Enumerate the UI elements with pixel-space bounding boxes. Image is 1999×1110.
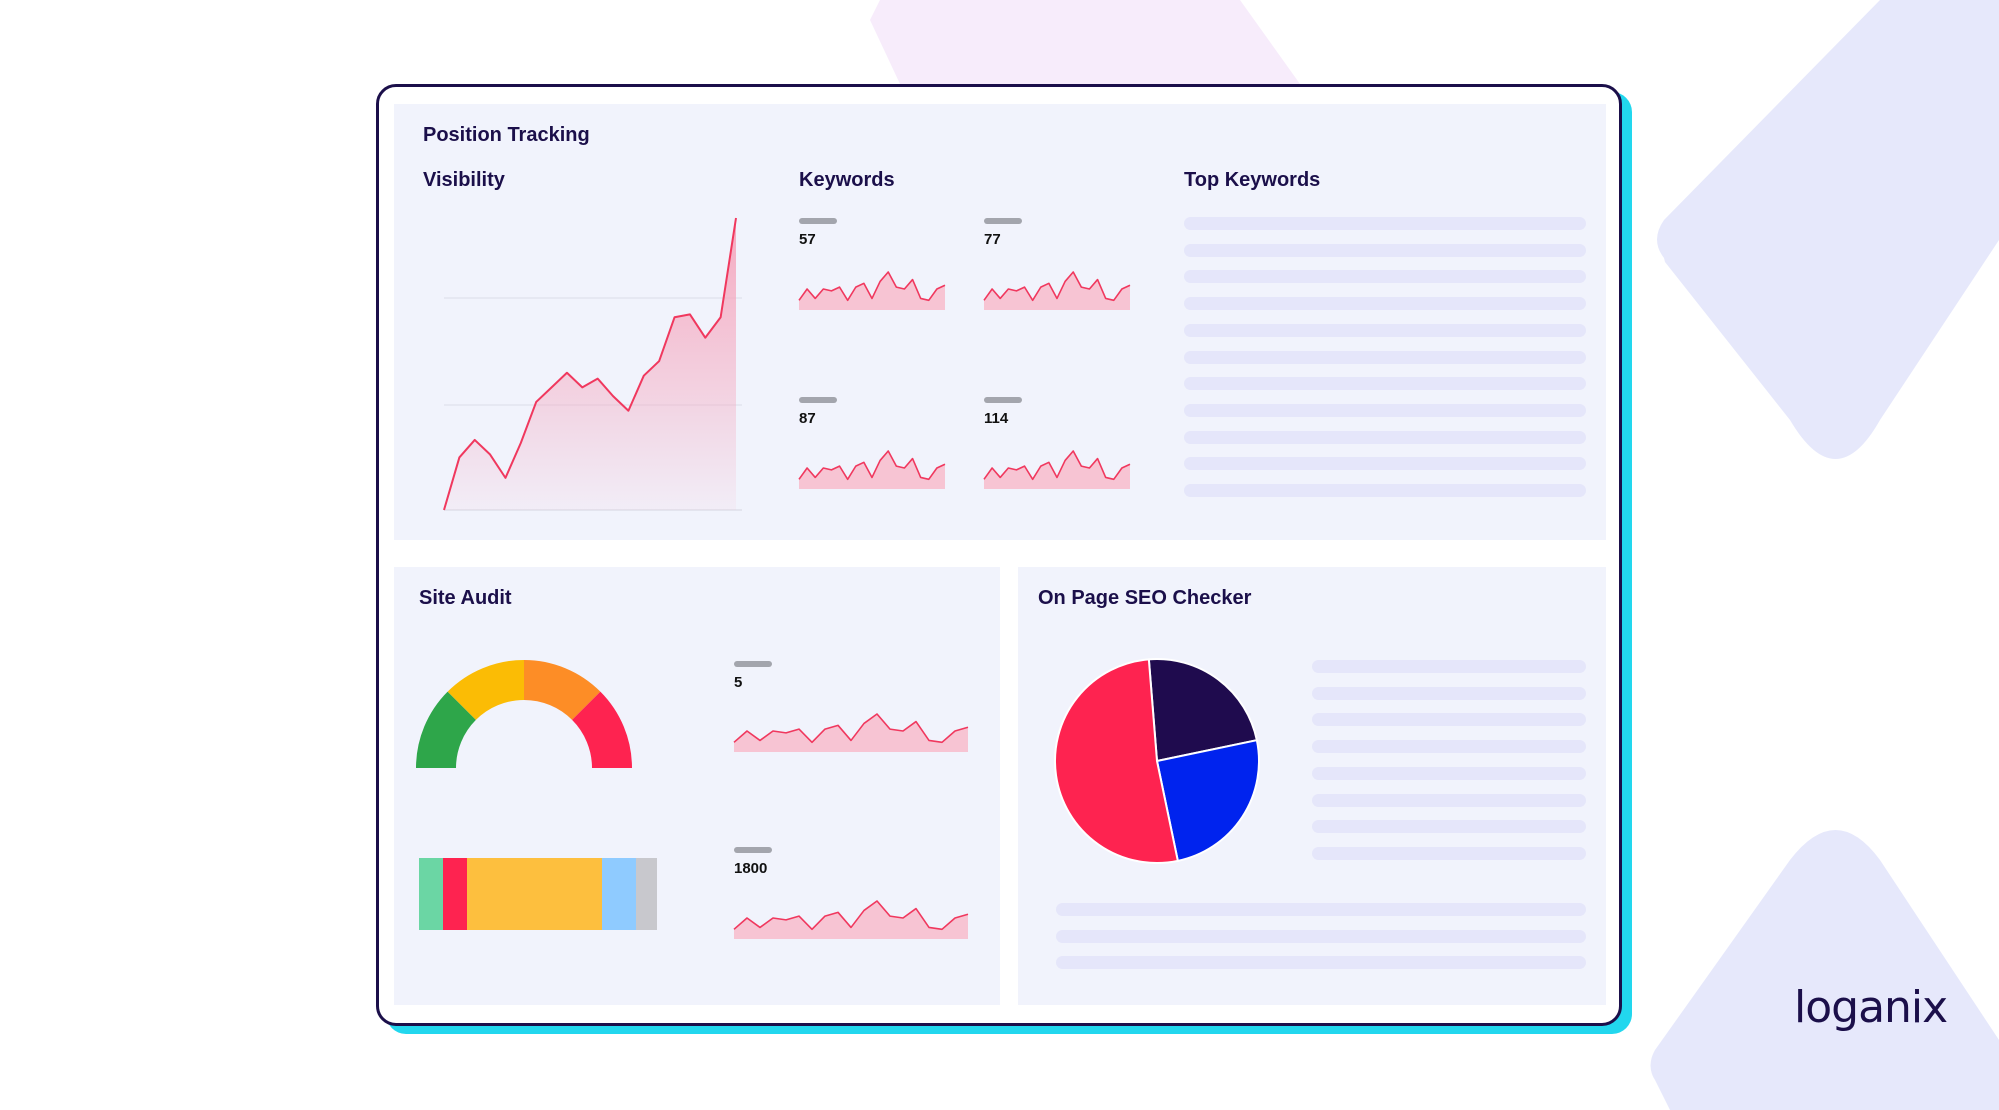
keyword-label-bar — [984, 397, 1022, 403]
seo-side-row — [1312, 713, 1586, 727]
seo-side-row — [1312, 766, 1586, 780]
top-keyword-row — [1184, 403, 1586, 417]
seo-bottom-row — [1056, 956, 1586, 970]
visibility-chart — [443, 217, 742, 511]
site-audit-stacked-bar — [419, 858, 657, 930]
top-keyword-row — [1184, 457, 1586, 471]
seo-side-row — [1312, 740, 1586, 754]
sparkline-line — [733, 900, 969, 931]
sparkline-line — [733, 713, 969, 744]
seo-bottom-row — [1056, 903, 1586, 916]
stacked-bar-segment — [635, 858, 657, 930]
top-keyword-row — [1184, 323, 1586, 337]
keyword-sparkline — [983, 450, 1131, 489]
keyword-value: 77 — [984, 231, 1001, 248]
top-keyword-row — [1184, 484, 1586, 497]
site-audit-gauge — [416, 660, 632, 768]
site-audit-sparkline — [733, 713, 969, 752]
sparkline-area — [734, 901, 968, 939]
site-audit-value: 5 — [734, 674, 743, 691]
position-tracking-title: Position Tracking — [423, 124, 590, 146]
pie-slice — [1155, 738, 1260, 863]
site-audit-label-bar — [734, 661, 772, 667]
loganix-logo: loganix — [1794, 982, 1948, 1033]
top-keyword-row — [1184, 243, 1586, 257]
on-page-seo-title: On Page SEO Checker — [1038, 587, 1252, 609]
top-keyword-row — [1184, 377, 1586, 391]
sparkline-line — [798, 271, 946, 302]
visibility-title: Visibility — [423, 169, 505, 191]
seo-bottom-row — [1056, 929, 1586, 943]
on-page-seo-pie-chart — [1054, 658, 1260, 864]
site-audit-value: 1800 — [734, 860, 768, 877]
stacked-bar-segment — [466, 858, 603, 930]
keyword-value: 114 — [984, 410, 1009, 427]
stacked-bar-segment — [442, 858, 467, 930]
pie-slice — [1054, 658, 1180, 864]
sparkline-line — [983, 450, 1131, 481]
seo-side-row — [1312, 846, 1586, 860]
seo-side-row — [1312, 793, 1586, 807]
keywords-title: Keywords — [799, 169, 895, 191]
site-audit-title: Site Audit — [419, 587, 512, 609]
keyword-label-bar — [984, 218, 1022, 224]
top-keyword-row — [1184, 350, 1586, 364]
top-keyword-row — [1184, 217, 1586, 230]
gauge-segment — [572, 691, 632, 768]
pie-slice — [1147, 658, 1259, 763]
sparkline-area — [799, 451, 945, 489]
keyword-sparkline — [798, 271, 946, 310]
sparkline-area — [984, 451, 1130, 489]
sparkline-line — [983, 271, 1131, 302]
top-keyword-row — [1184, 430, 1586, 444]
site-audit-label-bar — [734, 847, 772, 853]
sparkline-area — [799, 272, 945, 310]
site-audit-sparkline — [733, 900, 969, 939]
top-keyword-row — [1184, 270, 1586, 284]
keyword-label-bar — [799, 397, 837, 403]
keyword-label-bar — [799, 218, 837, 224]
top-keywords-title: Top Keywords — [1184, 169, 1321, 191]
gauge-segment — [447, 660, 524, 720]
sparkline-area — [984, 272, 1130, 310]
keyword-sparkline — [798, 450, 946, 489]
stacked-bar-segment — [602, 858, 636, 930]
keyword-value: 87 — [799, 410, 816, 427]
keyword-sparkline — [983, 271, 1131, 310]
gauge-segment — [524, 660, 601, 720]
keyword-value: 57 — [799, 231, 816, 248]
sparkline-line — [798, 450, 946, 481]
seo-side-row — [1312, 660, 1586, 673]
gauge-segment — [416, 691, 476, 768]
visibility-line — [443, 217, 737, 511]
top-keyword-row — [1184, 297, 1586, 311]
seo-side-row — [1312, 686, 1586, 700]
seo-side-row — [1312, 820, 1586, 834]
sparkline-area — [734, 714, 968, 752]
stacked-bar-segment — [419, 858, 443, 930]
visibility-area — [444, 218, 736, 510]
